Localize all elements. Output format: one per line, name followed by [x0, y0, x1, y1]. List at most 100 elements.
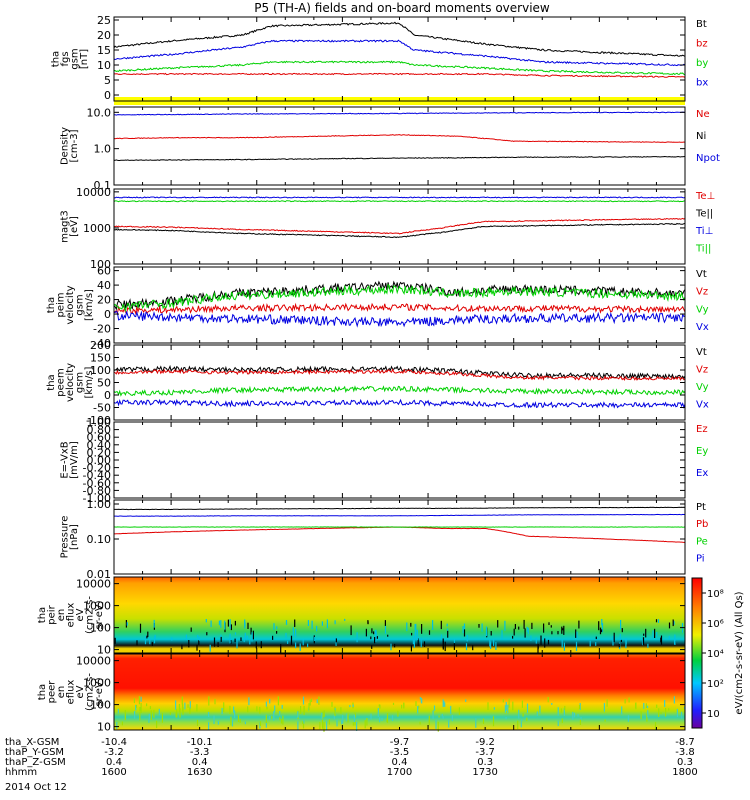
spectrogram-streak: [490, 631, 492, 636]
spectrogram-streak: [505, 717, 507, 720]
spectrogram-streak: [260, 641, 262, 649]
spectrogram-streak: [375, 631, 377, 639]
y-tick-label: -0.80: [83, 484, 111, 497]
spectrogram-streak: [356, 632, 358, 643]
y-tick-label: 10: [97, 721, 111, 734]
spectrogram-streak: [647, 705, 649, 708]
series-line-Ni: [113, 155, 686, 161]
spectrogram-streak: [575, 629, 577, 638]
spectrogram-streak: [575, 641, 578, 651]
spectrogram-streak: [334, 709, 336, 717]
spectrogram-streak: [181, 644, 183, 650]
spectrogram-streak: [668, 622, 671, 629]
spectrogram-streak: [231, 719, 234, 727]
y-tick-label: -40: [93, 337, 111, 350]
spectrogram-streak: [668, 708, 670, 711]
spectrogram-streak: [490, 641, 492, 649]
spectrogram-streak: [350, 625, 352, 636]
spectrogram-streak: [139, 707, 141, 712]
spectrogram-streak: [269, 698, 271, 704]
y-tick-label: 1000: [83, 222, 111, 235]
spectrogram-streak: [335, 642, 337, 646]
legend-Vy: Vy: [696, 382, 709, 393]
spectrogram-streak: [432, 620, 434, 630]
spectrogram-streak: [442, 716, 444, 719]
spectrogram-streak: [326, 721, 328, 730]
y-tick-label: -0.40: [83, 469, 111, 482]
y-tick-label: 20: [97, 294, 111, 307]
spectrogram-streak: [124, 710, 126, 721]
spectrogram-streak: [390, 643, 392, 651]
spectrogram-streak: [184, 702, 186, 710]
spectrogram-streak: [374, 637, 376, 644]
spectrogram-streak: [279, 711, 281, 716]
spectrogram-streak: [150, 710, 152, 720]
y-tick-label: 10000: [76, 655, 111, 668]
legend-bx: bx: [696, 78, 708, 89]
spectrogram-streak: [674, 634, 676, 642]
spectrogram-streak: [189, 701, 191, 709]
spectrogram-streak: [601, 629, 603, 633]
spectrogram-streak: [169, 712, 171, 715]
spectrogram-streak: [627, 715, 629, 722]
spectrogram-streak: [244, 721, 246, 725]
y-axis-label: [nPa]: [69, 524, 80, 550]
series-line-Ti⊥: [114, 196, 686, 199]
y-tick-label: 25: [97, 14, 111, 27]
spectrogram-streak: [635, 702, 637, 710]
spectrogram-streak: [208, 722, 210, 731]
spectrogram-streak: [595, 642, 597, 646]
spectrogram-streak: [386, 713, 389, 723]
spectrogram-streak: [234, 632, 237, 635]
ephem-value: -9.2: [475, 737, 495, 748]
y-axis-label: E=-VxB: [60, 441, 71, 478]
spectrogram-streak: [307, 620, 309, 626]
y-axis-label: en: [56, 686, 67, 699]
spectrogram-streak: [526, 703, 529, 714]
spectrogram-streak: [156, 720, 158, 729]
legend-Vy: Vy: [696, 304, 709, 315]
y-axis-label: eV: [75, 608, 86, 621]
spectrogram-streak: [354, 712, 356, 718]
series-line-Pt: [114, 506, 686, 511]
spectrogram-streak: [239, 719, 241, 723]
spectrogram-streak: [223, 702, 225, 712]
spectrogram-streak: [535, 637, 537, 644]
y-tick-label: -20: [93, 323, 111, 336]
spectrogram-streak: [295, 628, 297, 637]
y-axis-label: gsm: [70, 48, 81, 69]
spectrogram-streak: [364, 720, 366, 729]
spectrogram-streak: [250, 627, 252, 635]
spectrogram-streak: [551, 631, 553, 635]
ephem-value: -3.8: [675, 747, 695, 758]
series-line-Vz: [113, 368, 686, 381]
spectrogram-streak: [656, 632, 658, 637]
spectrogram-streak: [134, 711, 136, 719]
spectrogram-streak: [144, 636, 147, 645]
spectrogram-streak: [563, 642, 565, 651]
spectrogram-streak: [505, 701, 507, 711]
spectrogram-streak: [520, 721, 522, 728]
spectrogram-streak: [557, 631, 559, 635]
spectrogram-streak: [259, 706, 261, 714]
panel-frame: [113, 421, 686, 499]
legend-Npot: Npot: [696, 153, 720, 164]
y-tick-label: 5: [104, 74, 111, 87]
spectrogram-streak: [208, 712, 210, 717]
spectrogram-streak: [497, 620, 499, 628]
panel-frame: [113, 16, 686, 102]
spectrogram-streak: [656, 704, 658, 708]
spectrogram-streak: [447, 630, 449, 638]
spectrogram-streak: [620, 620, 622, 630]
y-axis-label: en: [56, 609, 67, 622]
spectrogram-streak: [295, 642, 297, 649]
y-axis-label: tha: [51, 51, 62, 67]
ephem-row-label: thaP_Y-GSM: [5, 747, 64, 758]
spectrogram-streak: [560, 708, 562, 713]
spectrogram-streak: [185, 634, 187, 640]
y-tick-label: 40: [97, 279, 111, 292]
legend-Ti⊥: Ti⊥: [695, 226, 713, 237]
spectrogram-streak: [331, 701, 333, 707]
spectrogram-streak: [621, 706, 623, 715]
spectrogram-streak: [539, 705, 541, 714]
